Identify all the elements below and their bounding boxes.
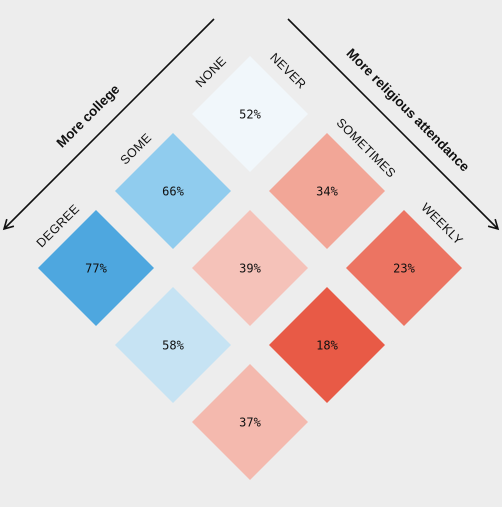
heatmap-cell xyxy=(115,287,231,403)
heatmap-cell xyxy=(192,210,308,326)
cell-value-label: 34% xyxy=(316,185,338,199)
heatmap-cell xyxy=(192,364,308,480)
cell-value-label: 37% xyxy=(239,416,261,430)
heatmap-cell xyxy=(115,133,231,249)
cell-value-label: 58% xyxy=(162,339,184,353)
cell-value-label: 39% xyxy=(239,262,261,276)
right-axis-arrow xyxy=(287,18,500,231)
cell-value-label: 18% xyxy=(316,339,338,353)
heatmap-cell xyxy=(269,133,385,249)
cell-value-label: 52% xyxy=(239,108,261,122)
heatmap-cell xyxy=(38,210,154,326)
heatmap-cell xyxy=(346,210,462,326)
cell-value-label: 66% xyxy=(162,185,184,199)
cell-value-label: 77% xyxy=(85,262,107,276)
heatmap-cell xyxy=(269,287,385,403)
cell-value-label: 23% xyxy=(393,262,415,276)
heatmap-cell xyxy=(192,56,308,172)
left-axis-arrow xyxy=(2,18,215,231)
